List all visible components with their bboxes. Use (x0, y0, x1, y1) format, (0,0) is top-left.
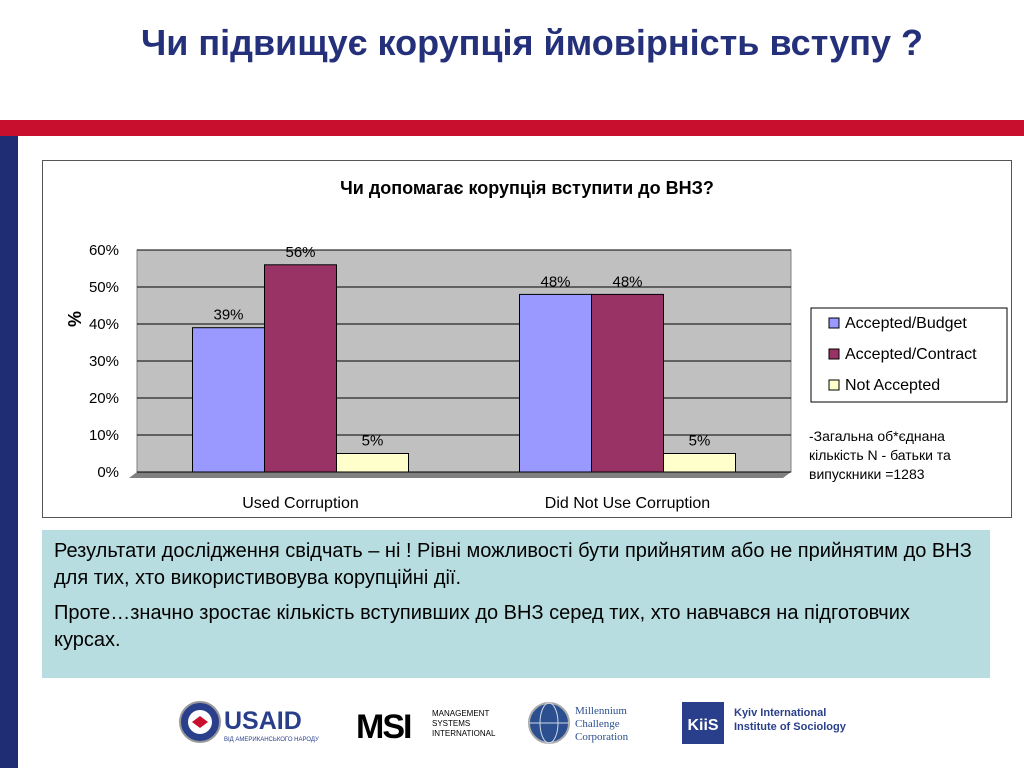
left-blue-strip (0, 136, 18, 768)
legend-entry: Accepted/Contract (845, 346, 977, 363)
y-tick-label: 20% (89, 390, 119, 407)
bar-chart: Чи допомагає корупція вступити до ВНЗ? 0… (65, 178, 1008, 512)
usaid-logo: USAID ВІД АМЕРИКАНСЬКОГО НАРОДУ (179, 701, 319, 743)
chart-frame: Чи допомагає корупція вступити до ВНЗ? 0… (42, 160, 1012, 518)
legend-swatch (828, 317, 840, 329)
legend-entry: Accepted/Budget (845, 315, 967, 332)
kiis-text-2: Institute of Sociology (734, 721, 847, 733)
bar-data-label: 39% (213, 307, 243, 324)
mcc-logo: Millennium Challenge Corporation (528, 702, 629, 744)
kiis-logo: KiiS Kyiv International Institute of Soc… (682, 702, 847, 744)
bar-data-label: 48% (540, 273, 570, 290)
x-category-label: Did Not Use Corruption (545, 495, 710, 512)
bar-data-label: 5% (689, 433, 711, 450)
msi-text-2: SYSTEMS (432, 719, 470, 728)
bar (192, 327, 265, 473)
y-tick-label: 0% (97, 464, 119, 481)
chart-title: Чи допомагає корупція вступити до ВНЗ? (340, 178, 714, 198)
bar (663, 453, 736, 473)
bar-data-label: 56% (285, 244, 315, 261)
slide-title: Чи підвищує корупція ймовірність вступу … (140, 22, 923, 63)
msi-logo: MSI MANAGEMENT SYSTEMS INTERNATIONAL (356, 708, 496, 746)
plot-floor (129, 472, 791, 478)
msi-mark: MSI (356, 708, 411, 746)
kiis-text-1: Kyiv International (734, 707, 826, 719)
mcc-text-3: Corporation (575, 731, 629, 743)
chart-legend: Accepted/Budget Accepted/Contract Not Acce… (810, 307, 1008, 403)
y-tick-label: 30% (89, 353, 119, 370)
conclusion-paragraph-1: Результати дослідження свідчать – ні ! Р… (54, 540, 972, 589)
sample-note: -Загальна об*єднана кількість N - батьки … (809, 428, 951, 482)
mcc-text-2: Challenge (575, 718, 620, 730)
conclusion-paragraph-2: Проте…значно зростає кількість вступивши… (54, 602, 910, 651)
x-category-label: Used Corruption (242, 495, 359, 512)
note-line: -Загальна об*єднана (809, 428, 945, 444)
kiis-mark: KiiS (687, 717, 718, 734)
legend-entry: Not Accepted (845, 377, 940, 394)
legend-swatch (828, 348, 840, 360)
y-tick-label: 50% (89, 279, 119, 296)
bar-data-label: 5% (362, 433, 384, 450)
legend-swatch (828, 379, 840, 391)
legend-box (810, 307, 1008, 403)
bar (264, 264, 337, 473)
mcc-text-1: Millennium (575, 705, 627, 717)
y-axis-label: % (65, 311, 85, 327)
usaid-subtitle: ВІД АМЕРИКАНСЬКОГО НАРОДУ (224, 737, 319, 743)
header-red-bar (0, 120, 1024, 136)
note-line: випускники =1283 (809, 466, 925, 482)
kiis-square-icon (682, 702, 724, 744)
bar (591, 293, 664, 473)
y-tick-label: 10% (89, 427, 119, 444)
bar (336, 453, 409, 473)
usaid-wordmark: USAID (224, 707, 302, 735)
note-line: кількість N - батьки та (809, 447, 951, 463)
msi-text-1: MANAGEMENT (432, 709, 489, 718)
bar-data-label: 48% (612, 273, 642, 290)
y-tick-label: 40% (89, 316, 119, 333)
bar (519, 293, 592, 473)
y-tick-label: 60% (89, 242, 119, 259)
conclusion-text-box: Результати дослідження свідчать – ні ! Р… (42, 530, 990, 678)
msi-text-3: INTERNATIONAL (432, 729, 496, 738)
